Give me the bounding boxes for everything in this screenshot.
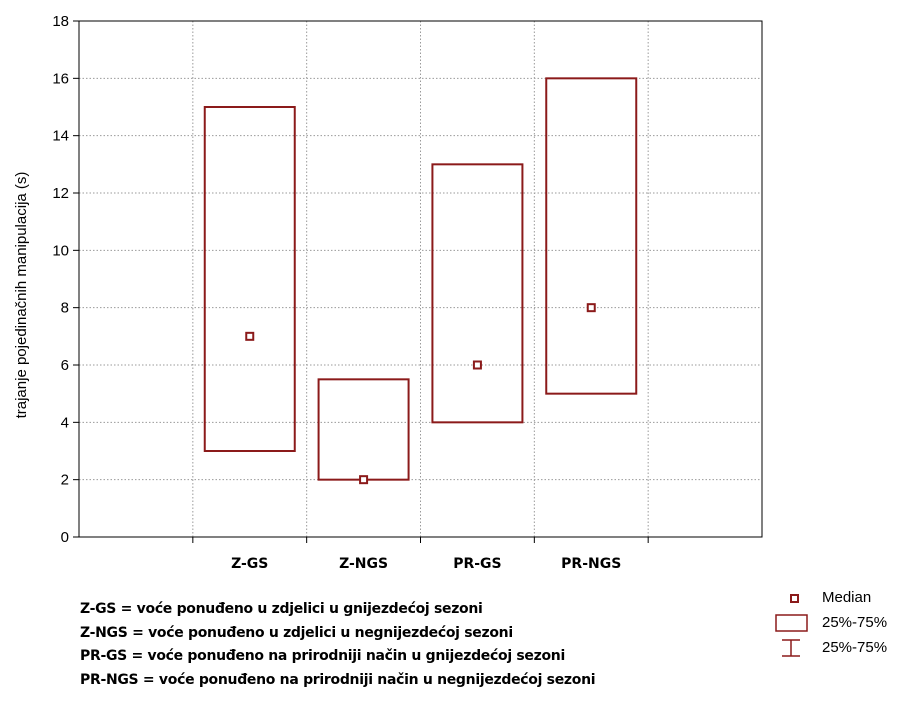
footnote-pr-ngs: PR-NGS = voće ponuđeno na prirodniji nač…: [80, 671, 596, 688]
y-axis-label: trajanje pojedinačnih manipulacija (s): [13, 172, 30, 419]
box-plot-chart: 0 2 4 6 8 10 12 14 16 18 Z-GS Z-NGS PR-GS PR-NGS tra…: [13, 13, 763, 572]
y-tick-label: 18: [52, 13, 69, 30]
legend-item-median: Median: [772, 588, 907, 608]
y-tick-label: 8: [61, 300, 69, 317]
footnote-z-ngs: Z-NGS = voće ponuđeno u zdjelici u negni…: [80, 624, 513, 641]
whisker-icon: [782, 639, 800, 657]
x-tick-label: Z-GS: [231, 556, 268, 572]
y-tick-label: 14: [52, 128, 69, 145]
y-tick-label: 12: [52, 185, 69, 202]
x-tick-label: PR-GS: [453, 556, 501, 572]
category-footnotes: Z-GS = voće ponuđeno u zdjelici u gnijez…: [80, 598, 596, 692]
median-marker-pr-ngs: [586, 303, 596, 313]
y-tick-label: 16: [52, 70, 69, 87]
y-tick-label: 4: [61, 414, 69, 431]
y-axis-ticks: 0 2 4 6 8 10 12 14 16 18: [52, 13, 79, 546]
footnote-z-gs: Z-GS = voće ponuđeno u zdjelici u gnijez…: [80, 601, 483, 617]
y-tick-label: 6: [61, 357, 69, 374]
median-marker-z-gs: [245, 331, 255, 341]
x-axis-ticks: Z-GS Z-NGS PR-GS PR-NGS: [192, 537, 649, 572]
median-marker-z-ngs: [359, 475, 369, 485]
y-tick-label: 10: [52, 242, 69, 259]
box-pr-ngs: [545, 77, 638, 395]
median-marker-pr-gs: [472, 360, 482, 370]
boxes: [203, 77, 638, 485]
median-marker-icon: [790, 594, 799, 603]
chart-legend: Median 25%-75% 25%-75%: [772, 588, 907, 668]
box-icon: [775, 614, 808, 632]
x-tick-label: PR-NGS: [561, 556, 621, 572]
box-z-ngs: [317, 378, 410, 481]
legend-item-box: 25%-75%: [772, 613, 907, 633]
box-z-gs: [203, 106, 296, 452]
box-pr-gs: [431, 163, 524, 424]
x-tick-label: Z-NGS: [339, 556, 388, 572]
footnote-pr-gs: PR-GS = voće ponuđeno na prirodniji nači…: [80, 648, 565, 664]
gridlines: [79, 21, 762, 537]
legend-item-whisker: 25%-75%: [772, 638, 907, 658]
y-tick-label: 0: [61, 529, 69, 546]
y-tick-label: 2: [61, 472, 69, 489]
